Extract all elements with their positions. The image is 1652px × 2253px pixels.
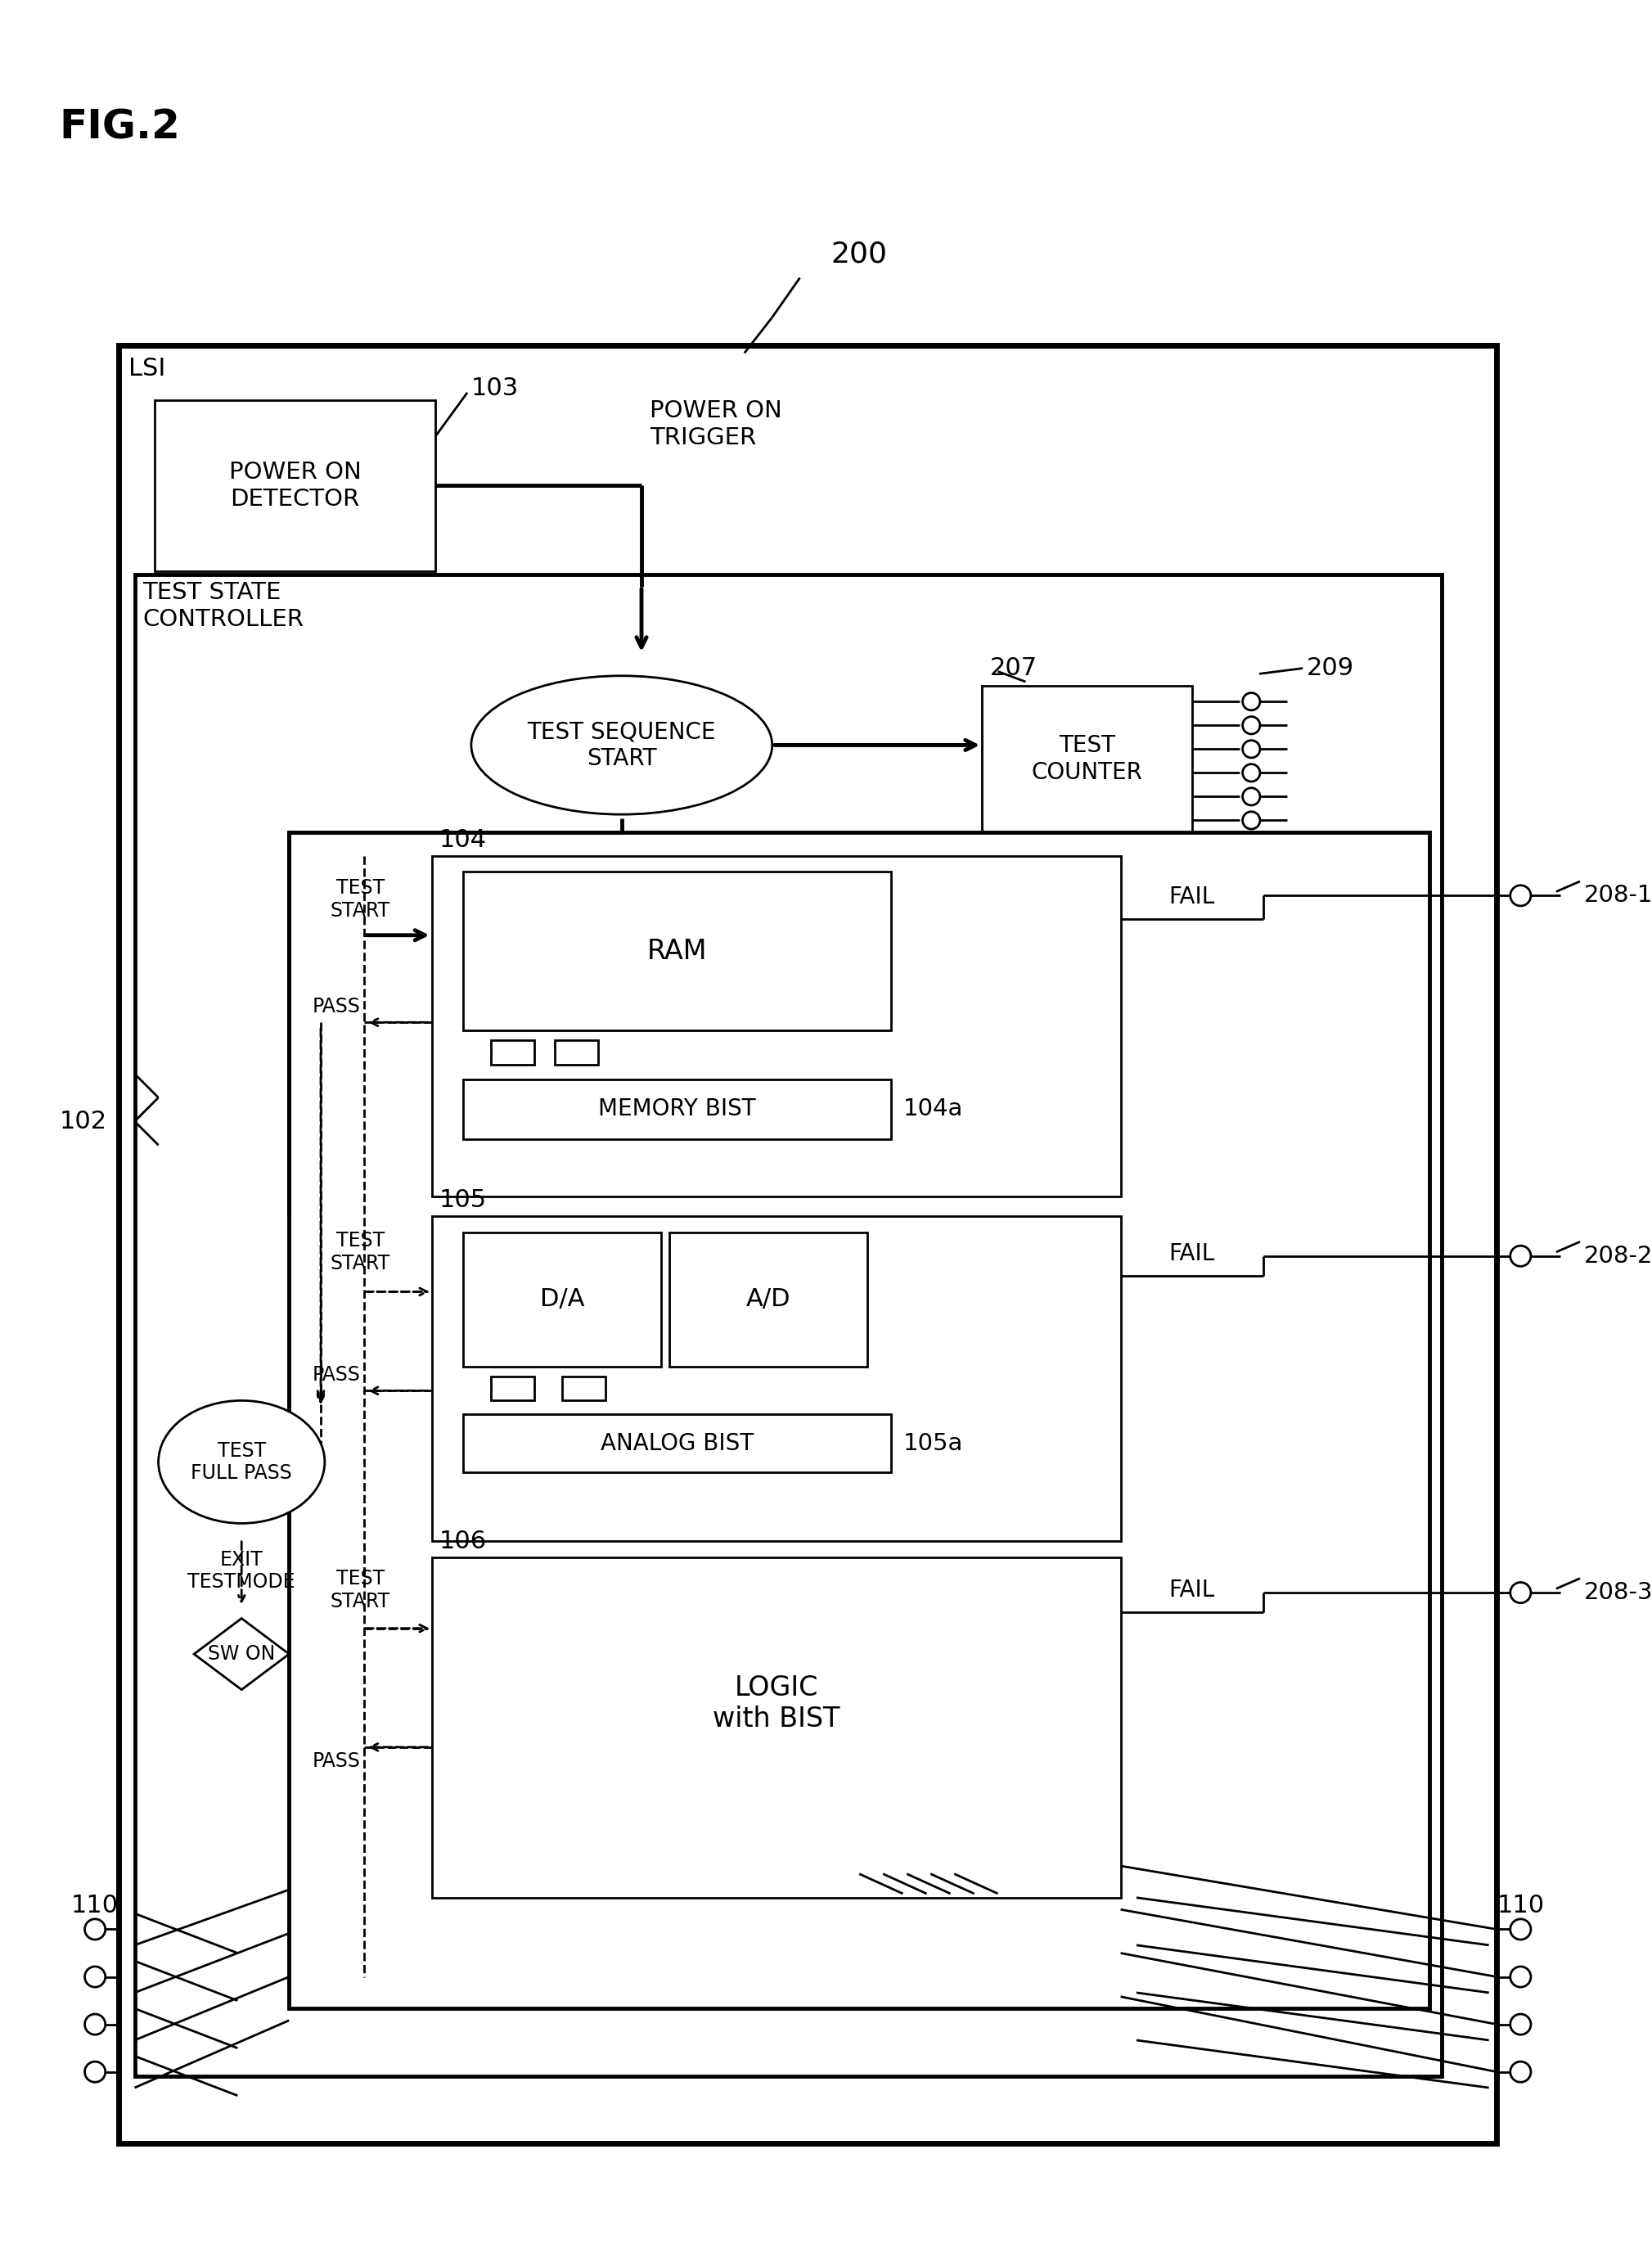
Circle shape [1242,764,1260,782]
Circle shape [1242,716,1260,734]
Bar [463,1079,890,1138]
Circle shape [1510,1246,1531,1266]
Text: 200: 200 [831,241,887,268]
Text: PASS: PASS [312,1365,360,1386]
Text: ANALOG BIST: ANALOG BIST [601,1433,753,1455]
Text: 208-2: 208-2 [1584,1244,1652,1268]
Text: 208-1: 208-1 [1584,883,1652,908]
Circle shape [1242,789,1260,804]
Text: 208-3: 208-3 [1584,1582,1652,1604]
Bar [431,1217,1120,1541]
Circle shape [1242,741,1260,757]
Text: TEST
START: TEST START [330,879,390,921]
Text: 105: 105 [439,1190,487,1212]
Circle shape [84,1920,106,1940]
Bar [491,1041,535,1066]
Text: LOGIC
with BIST: LOGIC with BIST [712,1674,839,1733]
Bar [555,1041,598,1066]
Text: PASS: PASS [312,1751,360,1771]
Text: MEMORY BIST: MEMORY BIST [598,1097,757,1120]
Text: TEST SEQUENCE
START: TEST SEQUENCE START [527,721,715,771]
Bar [431,1557,1120,1897]
Text: LSI: LSI [129,356,165,381]
Circle shape [1510,885,1531,906]
Bar [431,856,1120,1196]
Ellipse shape [471,676,771,813]
Bar [562,1377,606,1399]
Text: FAIL: FAIL [1170,1241,1214,1266]
Text: D/A: D/A [540,1289,585,1311]
Bar [154,401,436,570]
Bar [463,1232,661,1368]
Circle shape [1242,811,1260,829]
Bar [463,872,890,1030]
Text: 106: 106 [439,1530,487,1552]
Ellipse shape [159,1401,325,1523]
Circle shape [1242,694,1260,710]
Bar [981,685,1191,831]
Text: 207: 207 [990,656,1037,680]
Circle shape [84,2014,106,2034]
Circle shape [1510,1967,1531,1987]
Text: TEST
START: TEST START [330,1230,390,1273]
Text: 104a: 104a [904,1097,963,1120]
Text: POWER ON
TRIGGER: POWER ON TRIGGER [649,399,781,448]
Bar [669,1232,867,1368]
Text: A/D: A/D [747,1289,791,1311]
Text: POWER ON
DETECTOR: POWER ON DETECTOR [230,462,362,511]
Bar [463,1415,890,1471]
Circle shape [1510,1582,1531,1602]
Circle shape [84,2061,106,2082]
Polygon shape [193,1618,289,1690]
Circle shape [1510,2014,1531,2034]
Text: SW ON: SW ON [208,1645,276,1665]
Circle shape [1510,2061,1531,2082]
Bar [289,831,1429,2007]
Text: 209: 209 [1307,656,1355,680]
Text: TEST STATE
CONTROLLER: TEST STATE CONTROLLER [142,581,304,631]
Text: 110: 110 [1497,1895,1545,1917]
Text: TEST
FULL PASS: TEST FULL PASS [192,1440,292,1482]
Text: PASS: PASS [312,996,360,1016]
Text: 103: 103 [471,376,519,401]
Text: FAIL: FAIL [1170,1579,1214,1602]
Text: RAM: RAM [648,937,707,964]
Text: EXIT
TESTMODE: EXIT TESTMODE [188,1550,296,1593]
Circle shape [84,1967,106,1987]
Text: TEST
COUNTER: TEST COUNTER [1031,734,1143,784]
Circle shape [1510,1920,1531,1940]
Text: FAIL: FAIL [1170,885,1214,908]
Text: TEST
START: TEST START [330,1568,390,1611]
Text: 104: 104 [439,829,487,852]
Text: 105a: 105a [904,1433,963,1455]
Text: 102: 102 [59,1108,107,1133]
Bar [491,1377,535,1399]
Bar [134,575,1441,2075]
Text: FIG.2: FIG.2 [59,108,180,146]
Bar [119,345,1497,2143]
Text: 110: 110 [71,1895,119,1917]
